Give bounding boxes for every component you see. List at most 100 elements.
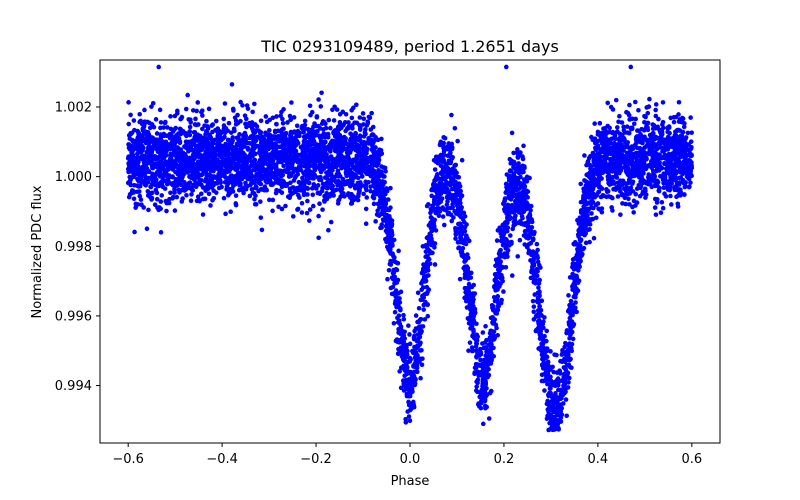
data-point	[634, 200, 640, 205]
data-point	[417, 348, 423, 353]
data-point	[607, 125, 612, 131]
data-point	[668, 185, 673, 191]
data-point	[471, 297, 476, 302]
data-point	[516, 209, 522, 215]
data-point	[672, 184, 678, 190]
data-point	[426, 273, 431, 278]
data-point	[661, 185, 667, 191]
data-point	[600, 192, 606, 198]
data-point	[252, 197, 257, 202]
data-point	[634, 157, 640, 163]
data-point	[521, 209, 527, 215]
data-point	[673, 137, 678, 142]
data-point	[681, 124, 687, 130]
data-point	[417, 317, 423, 323]
data-point	[433, 154, 439, 160]
data-point	[190, 108, 196, 113]
data-point	[168, 114, 173, 119]
data-point	[449, 186, 455, 192]
data-point	[179, 116, 184, 121]
data-point	[288, 117, 293, 123]
data-point	[543, 347, 548, 352]
data-point	[654, 200, 660, 205]
data-point	[253, 143, 259, 149]
data-point	[250, 109, 255, 115]
data-point	[141, 205, 146, 210]
data-point	[671, 119, 677, 125]
data-point	[559, 405, 565, 411]
data-point	[252, 101, 257, 107]
data-point	[175, 145, 181, 150]
data-point	[615, 194, 621, 199]
data-point	[407, 355, 413, 361]
data-point	[501, 222, 506, 227]
data-point	[185, 92, 190, 98]
data-point	[291, 214, 296, 219]
data-point	[321, 198, 327, 203]
data-point	[595, 171, 601, 177]
data-point	[531, 309, 537, 315]
data-point	[687, 150, 693, 156]
data-point	[536, 262, 542, 268]
data-point	[202, 123, 207, 128]
data-point	[559, 412, 565, 418]
data-point	[516, 161, 521, 166]
data-point	[276, 204, 281, 210]
data-point	[154, 161, 160, 167]
data-point	[433, 228, 439, 233]
data-point	[370, 194, 376, 200]
data-point	[391, 320, 397, 326]
data-point	[367, 115, 373, 121]
data-point	[580, 212, 586, 217]
data-point	[442, 135, 448, 141]
data-point	[278, 154, 283, 160]
data-point	[144, 226, 150, 232]
data-point	[407, 359, 413, 364]
data-point	[203, 188, 208, 193]
data-point	[319, 90, 324, 96]
data-point	[454, 189, 459, 194]
data-point	[619, 120, 625, 125]
data-point	[195, 100, 201, 105]
data-point	[142, 107, 147, 113]
data-point	[524, 228, 530, 233]
data-point	[150, 100, 156, 106]
data-point	[614, 185, 619, 190]
data-point	[361, 134, 367, 139]
data-point	[249, 178, 254, 184]
data-point	[636, 107, 641, 113]
data-point	[458, 249, 464, 254]
data-point	[599, 206, 605, 211]
data-point	[401, 388, 407, 393]
data-point	[645, 110, 651, 116]
data-point	[567, 375, 572, 381]
data-point	[407, 341, 413, 347]
data-point	[172, 113, 178, 119]
data-point	[395, 315, 400, 321]
data-point	[306, 180, 312, 186]
data-point	[650, 137, 655, 142]
data-point	[449, 218, 455, 224]
data-point	[368, 184, 373, 189]
data-point	[406, 414, 412, 419]
data-point	[537, 304, 542, 309]
data-point	[350, 126, 355, 131]
data-point	[289, 191, 295, 197]
data-point	[658, 210, 664, 216]
data-point	[537, 289, 542, 294]
data-point	[538, 312, 543, 317]
data-point	[316, 97, 321, 102]
data-point	[302, 118, 308, 124]
data-point	[323, 139, 328, 145]
data-point	[595, 132, 601, 137]
data-point	[289, 100, 294, 105]
data-point	[330, 183, 336, 189]
data-point	[278, 173, 284, 179]
data-point	[534, 273, 540, 279]
data-point	[229, 186, 235, 192]
data-point	[528, 275, 534, 281]
data-point	[183, 106, 189, 112]
data-point	[508, 233, 513, 238]
data-point	[530, 237, 536, 243]
data-point	[459, 231, 465, 237]
